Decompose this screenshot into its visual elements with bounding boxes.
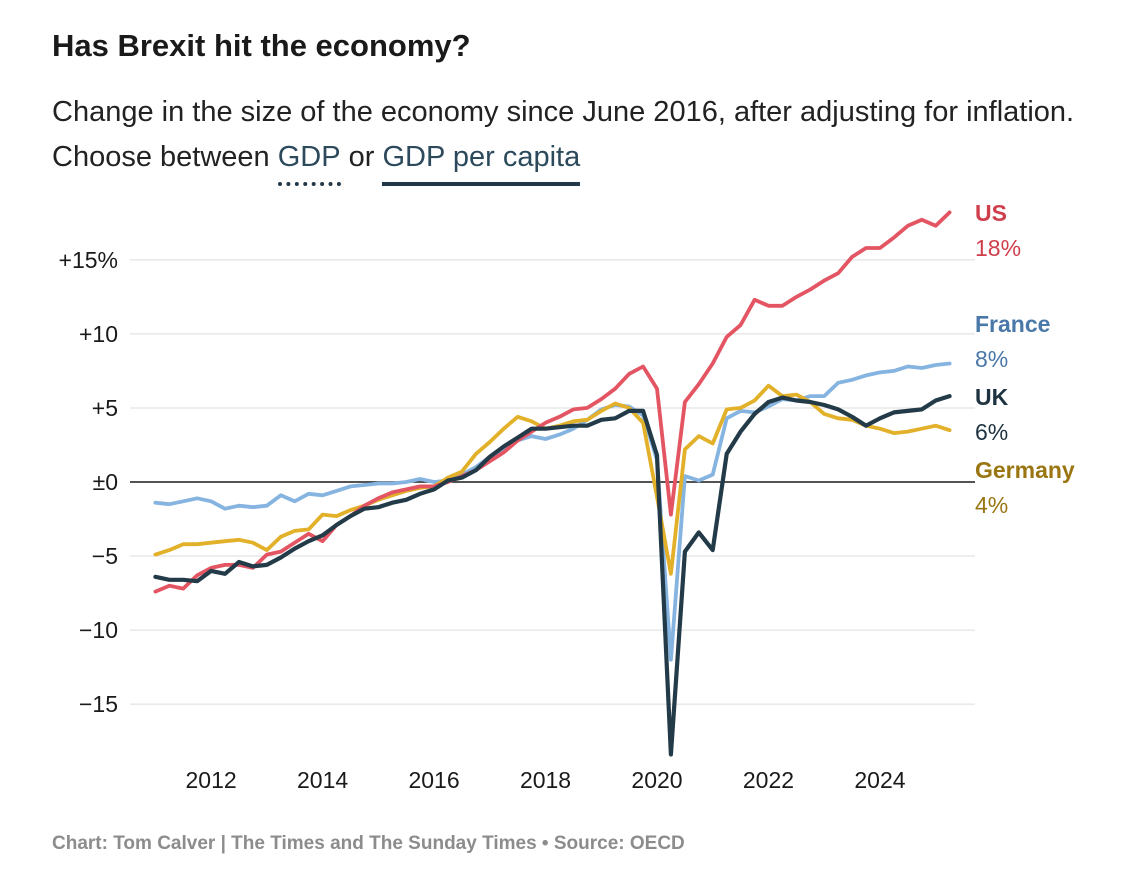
y-tick-label: +5	[92, 395, 118, 421]
series-line-us	[153, 210, 952, 594]
y-axis: +15% +10 +5 ±0 −5 −10 −15	[59, 247, 118, 717]
x-tick-label: 2018	[520, 767, 571, 793]
series-value-uk: 6%	[975, 419, 1008, 445]
gridlines	[130, 259, 975, 705]
series-label-us: US	[975, 200, 1007, 226]
chart-subtitle: Change in the size of the economy since …	[52, 90, 1112, 186]
series-lines	[153, 210, 952, 757]
x-tick-label: 2024	[854, 767, 905, 793]
series-value-us: 18%	[975, 235, 1021, 261]
series-line-germany	[153, 383, 952, 576]
series-value-germany: 4%	[975, 492, 1008, 518]
x-tick-label: 2022	[743, 767, 794, 793]
x-tick-label: 2020	[631, 767, 682, 793]
chart-title: Has Brexit hit the economy?	[52, 28, 471, 63]
gdp-toggle[interactable]: GDP	[277, 135, 341, 186]
series-value-france: 8%	[975, 346, 1008, 372]
x-tick-label: 2012	[186, 767, 237, 793]
series-line-france	[153, 361, 952, 662]
x-axis: 2012 2014 2016 2018 2020 2022 2024	[186, 767, 906, 793]
y-tick-label: −10	[79, 617, 118, 643]
x-tick-label: 2014	[297, 767, 348, 793]
gdp-per-capita-toggle[interactable]: GDP per capita	[382, 135, 581, 186]
x-tick-label: 2016	[408, 767, 459, 793]
subtitle-text: Change in the size of the economy since …	[52, 96, 1075, 173]
y-tick-label: +10	[79, 321, 118, 347]
source-credit: Chart: Tom Calver | The Times and The Su…	[52, 833, 685, 854]
subtitle-joiner: or	[348, 141, 375, 173]
y-tick-label: −5	[92, 543, 118, 569]
series-label-uk: UK	[975, 384, 1009, 410]
series-line-uk	[153, 394, 952, 757]
y-tick-label: ±0	[93, 469, 118, 495]
y-tick-label: +15%	[59, 247, 118, 273]
series-label-germany: Germany	[975, 457, 1075, 483]
y-tick-label: −15	[79, 691, 118, 717]
series-label-france: France	[975, 311, 1050, 337]
series-labels: France 8% Germany 4% US 18% UK 6%	[975, 200, 1075, 518]
